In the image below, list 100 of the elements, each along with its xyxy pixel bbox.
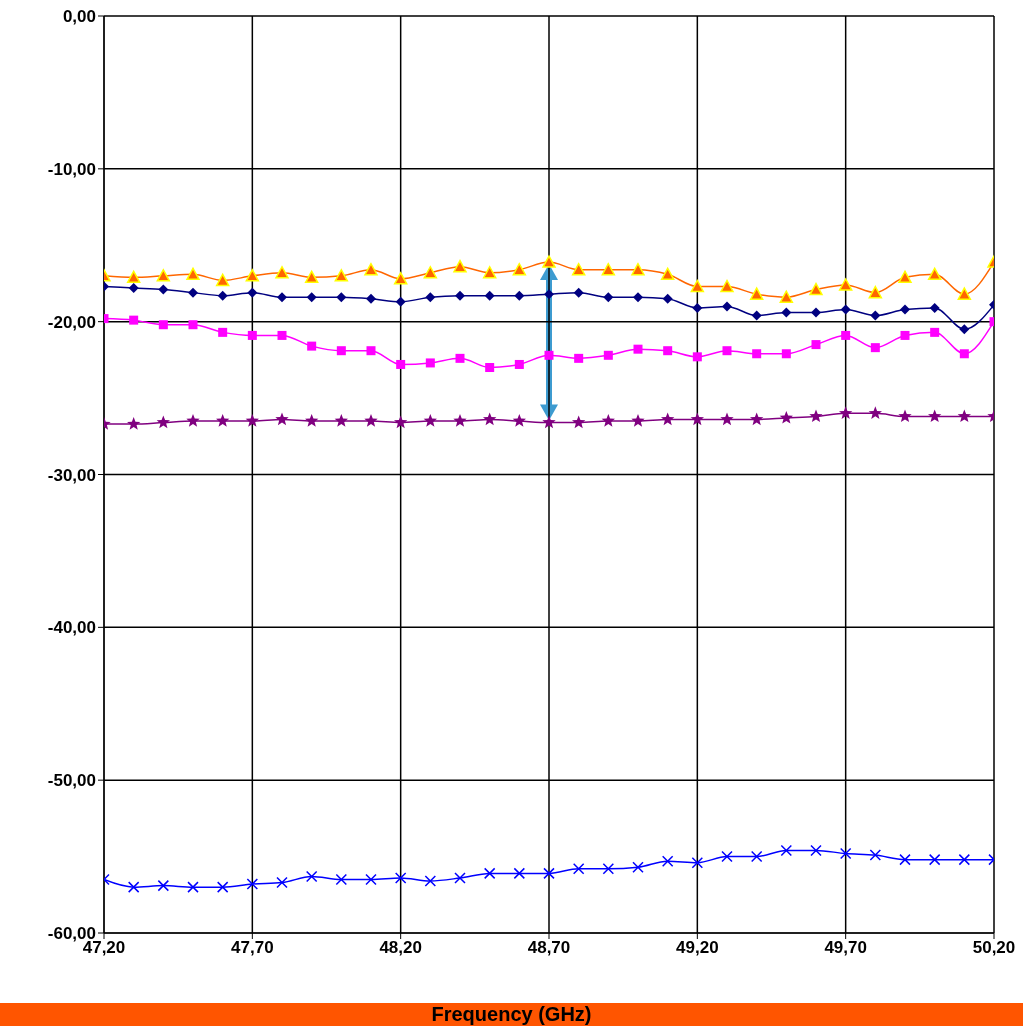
point	[157, 879, 170, 892]
point	[187, 881, 199, 893]
point	[425, 292, 436, 303]
point	[544, 350, 554, 360]
point	[247, 330, 257, 340]
point	[780, 844, 793, 857]
point	[423, 266, 438, 279]
point	[483, 867, 496, 880]
point	[661, 855, 674, 867]
y-tick-label: -20,00	[47, 312, 96, 332]
point	[929, 302, 940, 313]
point	[128, 283, 139, 294]
point	[721, 850, 733, 863]
point	[662, 293, 673, 304]
point	[722, 346, 732, 356]
point	[215, 273, 230, 287]
point	[868, 285, 883, 299]
point	[126, 270, 141, 284]
point	[544, 289, 554, 300]
point	[663, 346, 673, 356]
point	[482, 266, 497, 279]
point	[304, 270, 319, 284]
point	[216, 881, 229, 893]
point	[959, 349, 969, 359]
point	[394, 415, 408, 429]
point	[514, 359, 524, 369]
point	[455, 353, 465, 363]
point	[631, 414, 645, 427]
point	[661, 412, 675, 426]
point	[247, 287, 258, 298]
point	[631, 262, 645, 276]
point	[277, 292, 287, 303]
point	[749, 287, 764, 300]
point	[275, 266, 289, 279]
point	[485, 363, 495, 373]
point	[305, 870, 318, 883]
point	[366, 346, 376, 356]
point	[868, 406, 882, 420]
point	[158, 284, 169, 295]
point	[839, 847, 852, 860]
point	[870, 310, 881, 321]
point	[158, 320, 168, 330]
point	[809, 282, 823, 296]
point	[453, 414, 467, 427]
point	[335, 873, 348, 886]
point	[602, 863, 615, 875]
point	[840, 304, 851, 315]
x-tick-label: 48,20	[379, 938, 422, 958]
y-tick-label: -50,00	[47, 771, 96, 791]
point	[364, 262, 378, 276]
point	[959, 324, 970, 335]
point	[632, 861, 644, 874]
point	[957, 287, 972, 300]
point	[512, 414, 526, 427]
point	[127, 881, 140, 893]
point	[336, 292, 347, 303]
y-tick-label: -10,00	[47, 159, 96, 179]
point	[750, 850, 763, 863]
point	[811, 307, 821, 318]
point	[752, 349, 762, 359]
point	[129, 315, 139, 325]
point	[869, 849, 882, 861]
point	[245, 269, 260, 282]
point	[542, 255, 556, 268]
y-tick-label: 0,00	[62, 7, 96, 27]
x-tick-label: 49,20	[676, 938, 719, 958]
point	[928, 853, 941, 866]
point	[899, 853, 911, 866]
x-tick-label: 49,70	[824, 938, 867, 958]
point	[188, 320, 198, 330]
point	[454, 872, 466, 884]
point	[603, 292, 614, 303]
point	[957, 409, 971, 423]
point	[275, 412, 289, 426]
point	[779, 290, 794, 303]
x-tick-label: 50,20	[972, 938, 1016, 958]
point	[307, 341, 317, 351]
point	[572, 863, 585, 875]
point	[424, 875, 437, 887]
point	[484, 290, 495, 301]
point	[720, 412, 734, 426]
point	[217, 290, 228, 301]
point	[722, 301, 732, 312]
point	[216, 414, 230, 427]
point	[334, 269, 349, 282]
point	[246, 878, 259, 890]
point	[306, 292, 317, 303]
point	[366, 293, 376, 304]
point	[455, 290, 465, 301]
point	[690, 412, 704, 426]
point	[870, 343, 880, 353]
point	[692, 352, 702, 362]
x-tick-label: 47,20	[82, 938, 126, 958]
point	[277, 330, 287, 340]
point	[305, 414, 319, 427]
point	[572, 415, 586, 429]
point	[336, 346, 346, 356]
point	[483, 412, 497, 426]
x-tick-label: 48,70	[527, 938, 571, 958]
point	[396, 359, 406, 369]
